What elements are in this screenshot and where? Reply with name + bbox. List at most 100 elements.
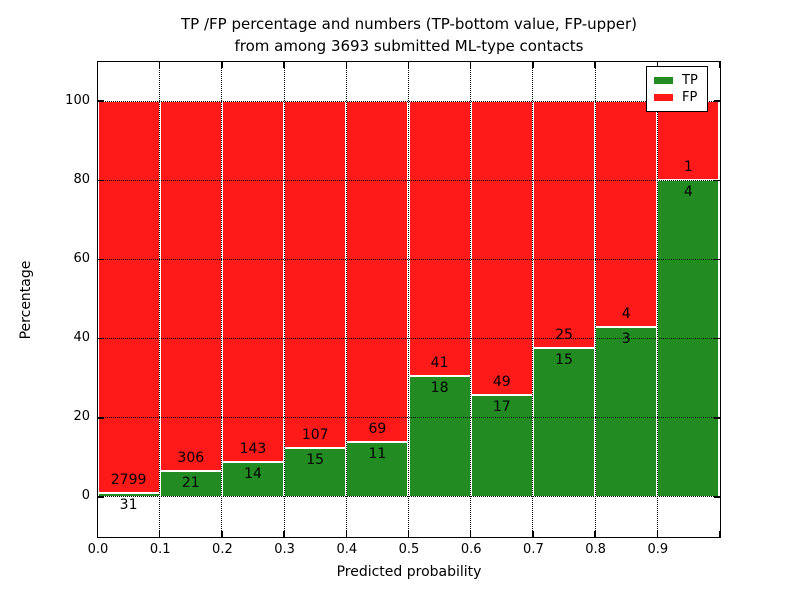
x-axis-label: Predicted probability (336, 564, 482, 580)
bar-fp-segment (408, 101, 471, 377)
bar-tp-segment (97, 492, 160, 497)
bar-fp-segment (346, 101, 409, 443)
x-tick-mark (345, 530, 348, 537)
y-tick-label: 20 (73, 409, 90, 425)
fp-count-label: 107 (301, 427, 329, 444)
fp-swatch-icon (654, 94, 673, 101)
chart-title: TP /FP percentage and numbers (TP-bottom… (98, 13, 720, 57)
bar-tp-segment (221, 461, 285, 497)
fp-count-label: 1 (683, 159, 693, 176)
x-tick-mark (283, 530, 285, 537)
x-tick-label: 0.8 (585, 542, 606, 557)
x-tick-label: 0.0 (87, 542, 109, 557)
fp-count-label: 25 (555, 327, 573, 344)
chart-title-line2: from among 3693 submitted ML-type contac… (234, 37, 584, 55)
horizontal-gridline (97, 338, 720, 340)
fp-count-label: 69 (368, 421, 387, 438)
plot-inner: 2799 31 306 21 143 14 107 15 69 11 41 18 49 17 25 15 4 3 1… (96, 61, 721, 537)
vertical-gridline (532, 61, 534, 537)
bar-fp-segment (595, 101, 658, 328)
tp-count-label: 11 (368, 446, 387, 463)
x-tick-mark (96, 530, 99, 537)
legend: TP FP (646, 66, 708, 112)
bar-fp-segment (221, 101, 285, 462)
y-tick-mark (713, 337, 720, 340)
y-tick-mark (97, 496, 104, 498)
x-tick-mark (469, 61, 472, 68)
fp-count-label: 41 (430, 355, 449, 372)
bar-tp-segment (159, 471, 222, 497)
horizontal-gridline (97, 258, 720, 260)
y-tick-label: 100 (65, 92, 90, 108)
tp-count-label: 21 (181, 475, 200, 492)
y-tick-label: 0 (81, 488, 90, 504)
y-tick-mark (713, 100, 720, 102)
vertical-gridline (408, 61, 409, 537)
tp-count-label: 18 (430, 380, 449, 397)
x-tick-mark (594, 61, 596, 68)
vertical-gridline (345, 61, 347, 537)
x-tick-label: 0.5 (398, 542, 420, 557)
x-tick-mark (656, 61, 659, 68)
bar-tp-segment (284, 448, 347, 497)
horizontal-gridline (97, 496, 720, 498)
fp-count-label: 306 (177, 450, 205, 467)
x-tick-mark (283, 61, 285, 68)
plot-area: 2799 31 306 21 143 14 107 15 69 11 41 18 49 17 25 15 4 3 1… (96, 60, 721, 538)
x-tick-mark (594, 530, 596, 537)
x-tick-mark (469, 530, 472, 537)
y-tick-label: 80 (73, 171, 90, 187)
bar-tp-segment (532, 348, 596, 497)
tp-count-label: 31 (119, 496, 138, 513)
legend-item-tp: TP (654, 72, 698, 89)
bar-tp-segment (470, 394, 533, 497)
vertical-gridline (470, 61, 472, 537)
tp-count-label: 15 (306, 452, 325, 469)
x-tick-mark (96, 61, 99, 68)
y-tick-mark (713, 258, 720, 261)
y-tick-mark (713, 179, 720, 181)
y-tick-mark (97, 337, 104, 340)
x-tick-label: 0.1 (149, 542, 171, 557)
bar-tp-segment (408, 376, 471, 497)
tp-count-label: 3 (621, 331, 631, 348)
horizontal-gridline (97, 100, 720, 102)
horizontal-gridline (97, 179, 720, 181)
tp-swatch-icon (654, 77, 673, 84)
tp-count-label: 4 (683, 184, 693, 201)
x-tick-label: 0.2 (212, 542, 233, 557)
bar-fp-segment (532, 101, 596, 349)
x-tick-mark (345, 61, 348, 68)
bar-tp-segment (346, 442, 409, 497)
vertical-gridline (159, 61, 161, 537)
fp-count-label: 4 (621, 306, 631, 323)
bar-fp-segment (657, 101, 720, 181)
x-tick-mark (532, 61, 534, 68)
x-tick-mark (158, 530, 161, 537)
x-tick-label: 0.3 (274, 542, 295, 557)
bar-tp-segment (595, 327, 658, 497)
x-tick-mark (221, 530, 223, 537)
legend-item-fp: FP (654, 89, 698, 106)
x-tick-label: 0.6 (460, 542, 482, 557)
vertical-gridline (656, 61, 658, 537)
bar-fp-segment (470, 101, 533, 395)
bar-fp-segment (97, 101, 160, 493)
tp-count-label: 14 (244, 465, 262, 482)
y-tick-mark (713, 496, 720, 498)
x-tick-mark (718, 61, 721, 68)
x-tick-label: 0.9 (647, 542, 669, 557)
bar-fp-segment (159, 101, 222, 472)
vertical-gridline (594, 61, 596, 537)
y-tick-mark (97, 100, 104, 102)
x-tick-mark (656, 530, 659, 537)
y-tick-mark (97, 179, 104, 181)
tp-count-label: 15 (555, 352, 573, 369)
y-tick-mark (97, 417, 104, 419)
y-tick-mark (713, 417, 720, 419)
x-tick-label: 0.7 (523, 542, 544, 557)
y-tick-label: 60 (73, 250, 90, 266)
x-tick-mark (532, 530, 534, 537)
fp-count-label: 143 (239, 440, 267, 457)
